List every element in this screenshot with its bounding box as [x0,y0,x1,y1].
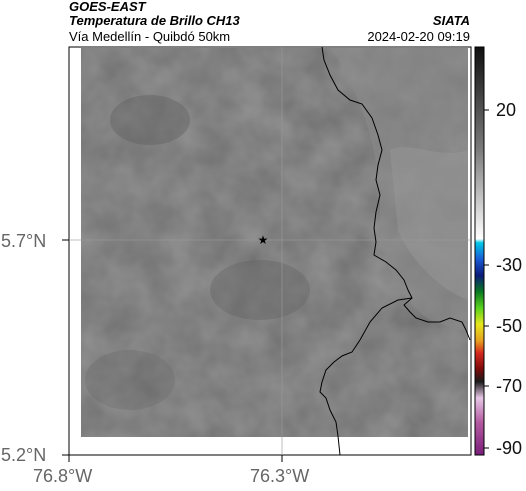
colorbar-label: -30 [496,255,523,275]
lon-tick-label: 76.3°W [250,466,310,486]
colorbar-label: -90 [496,438,523,458]
axis-ticks [62,239,283,462]
org-label: SIATA [432,13,470,28]
colorbar-label: 20 [496,100,517,120]
colorbar-label: -50 [496,316,523,336]
lon-tick-label: 76.8°W [33,466,93,486]
map-grid [69,47,471,455]
lat-tick-label: 5.7°N [1,231,47,251]
product-title: Temperatura de Brillo CH13 [69,13,240,28]
datetime-label: 2024-02-20 09:19 [367,29,470,44]
border-line [319,297,413,456]
location-star-icon: ★ [258,233,269,247]
lat-tick-label: 5.2°N [1,445,47,465]
colorbar [474,46,485,456]
satellite-title: GOES-EAST [69,0,146,14]
colorbar-label: -70 [496,376,523,396]
region-subtitle: Vía Medellín - Quibdó 50km [69,29,231,44]
colorbar-ticks [484,109,489,449]
border-line [321,46,471,341]
satellite-image [81,48,468,437]
